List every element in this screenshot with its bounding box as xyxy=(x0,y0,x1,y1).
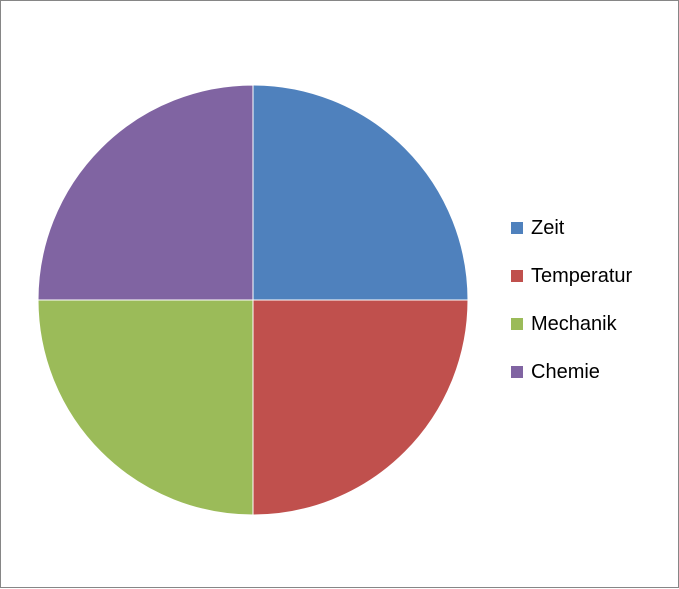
legend-item-chemie: Chemie xyxy=(511,357,632,387)
pie-slice-mechanik xyxy=(37,299,254,516)
legend-label-chemie: Chemie xyxy=(531,360,600,383)
legend-swatch-mechanik xyxy=(511,318,523,330)
legend-label-temperatur: Temperatur xyxy=(531,264,633,287)
legend-label-mechanik: Mechanik xyxy=(531,312,617,335)
legend-swatch-temperatur xyxy=(511,270,523,282)
legend-label-zeit: Zeit xyxy=(531,216,565,239)
legend-swatch-zeit xyxy=(511,222,523,234)
legend-item-mechanik: Mechanik xyxy=(511,309,632,339)
legend-item-zeit: Zeit xyxy=(511,213,632,243)
pie-slice-zeit xyxy=(252,84,469,301)
pie-slice-chemie xyxy=(37,84,254,301)
legend-swatch-chemie xyxy=(511,366,523,378)
legend: Zeit Temperatur Mechanik Chemie xyxy=(511,213,632,405)
legend-item-temperatur: Temperatur xyxy=(511,261,632,291)
pie-slice-temperatur xyxy=(252,299,469,516)
